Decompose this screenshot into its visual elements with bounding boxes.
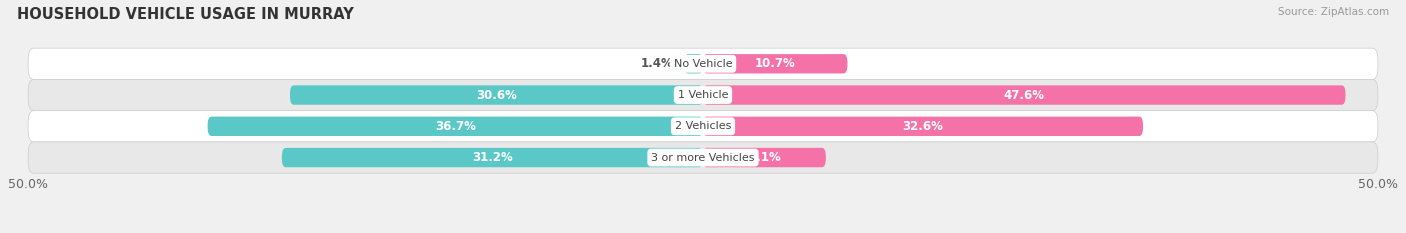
Text: 1 Vehicle: 1 Vehicle [678, 90, 728, 100]
Text: 47.6%: 47.6% [1004, 89, 1045, 102]
FancyBboxPatch shape [28, 48, 1378, 79]
FancyBboxPatch shape [703, 85, 1346, 105]
FancyBboxPatch shape [685, 54, 703, 73]
Text: HOUSEHOLD VEHICLE USAGE IN MURRAY: HOUSEHOLD VEHICLE USAGE IN MURRAY [17, 7, 354, 22]
FancyBboxPatch shape [281, 148, 703, 167]
Text: 3 or more Vehicles: 3 or more Vehicles [651, 153, 755, 163]
Text: 30.6%: 30.6% [477, 89, 517, 102]
FancyBboxPatch shape [28, 111, 1378, 142]
Text: 31.2%: 31.2% [472, 151, 513, 164]
FancyBboxPatch shape [208, 116, 703, 136]
FancyBboxPatch shape [703, 116, 1143, 136]
Text: 2 Vehicles: 2 Vehicles [675, 121, 731, 131]
Text: No Vehicle: No Vehicle [673, 59, 733, 69]
Text: 9.1%: 9.1% [748, 151, 780, 164]
FancyBboxPatch shape [703, 54, 848, 73]
Text: 32.6%: 32.6% [903, 120, 943, 133]
Text: 1.4%: 1.4% [641, 57, 673, 70]
Text: Source: ZipAtlas.com: Source: ZipAtlas.com [1278, 7, 1389, 17]
FancyBboxPatch shape [28, 79, 1378, 111]
FancyBboxPatch shape [28, 142, 1378, 173]
FancyBboxPatch shape [703, 148, 825, 167]
FancyBboxPatch shape [290, 85, 703, 105]
Text: 36.7%: 36.7% [434, 120, 475, 133]
Text: 10.7%: 10.7% [755, 57, 796, 70]
